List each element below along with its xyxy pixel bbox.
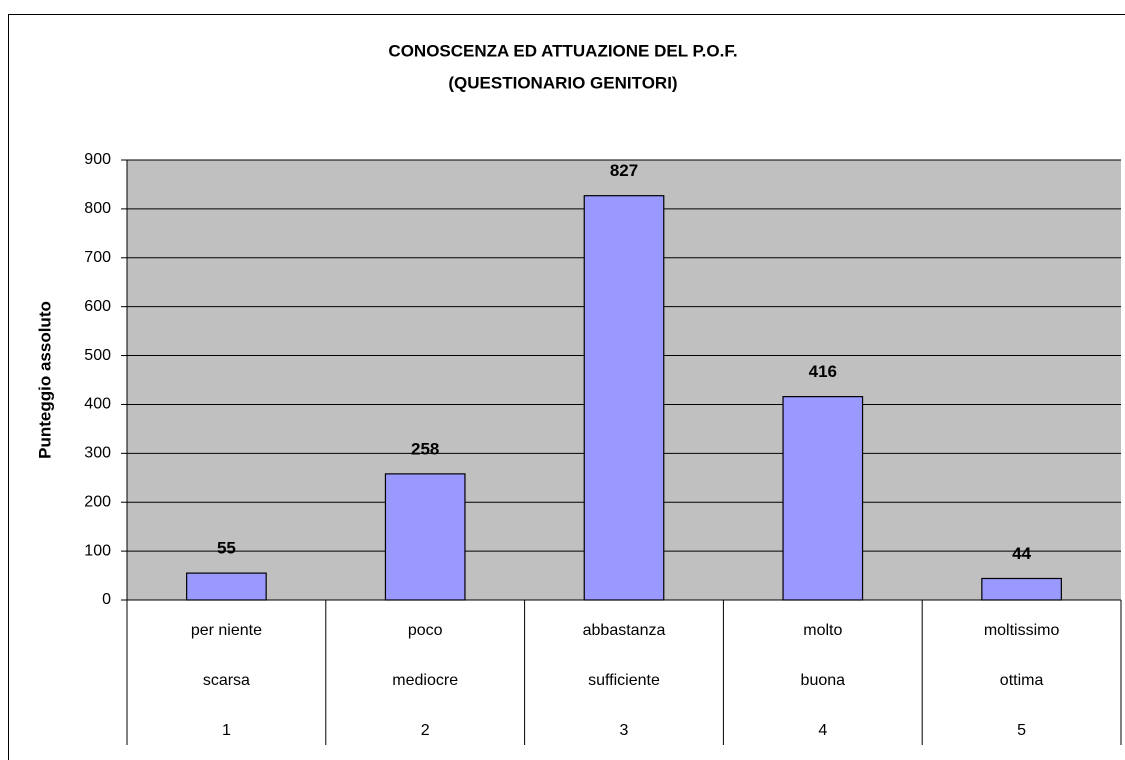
y-tick-label: 500 xyxy=(84,347,111,364)
bar xyxy=(384,473,466,601)
data-label: 55 xyxy=(217,539,236,558)
data-label: 416 xyxy=(809,362,837,381)
y-tick-label: 0 xyxy=(102,591,111,608)
x-tick-label: buona xyxy=(801,672,846,689)
x-tick-label: molto xyxy=(803,622,842,639)
y-tick-label: 400 xyxy=(84,396,111,413)
data-label: 827 xyxy=(610,161,638,180)
data-label: 258 xyxy=(411,439,439,458)
x-tick-label: mediocre xyxy=(392,672,458,689)
x-tick-label: 5 xyxy=(1017,722,1026,739)
y-tick-label: 600 xyxy=(84,298,111,315)
x-tick-label: sufficiente xyxy=(588,672,660,689)
y-tick-label: 100 xyxy=(84,542,111,559)
y-tick-label: 200 xyxy=(84,493,111,510)
chart-subtitle: (QUESTIONARIO GENITORI) xyxy=(448,73,677,92)
bar xyxy=(981,577,1062,601)
x-tick-label: abbastanza xyxy=(583,622,666,639)
x-tick-label: per niente xyxy=(191,622,262,639)
x-tick-label: 4 xyxy=(818,722,827,739)
y-tick-label: 900 xyxy=(84,151,111,168)
x-tick-label: 3 xyxy=(620,722,629,739)
bar xyxy=(782,396,864,601)
chart-title: CONOSCENZA ED ATTUAZIONE DEL P.O.F. xyxy=(388,41,737,60)
x-tick-label: 1 xyxy=(222,722,231,739)
bar xyxy=(583,195,665,601)
y-axis-label: Punteggio assoluto xyxy=(35,301,54,459)
x-tick-label: ottima xyxy=(1000,672,1044,689)
y-tick-label: 800 xyxy=(84,200,111,217)
bar xyxy=(186,572,267,601)
x-tick-label: poco xyxy=(408,622,443,639)
x-tick-label: moltissimo xyxy=(984,622,1060,639)
x-tick-label: scarsa xyxy=(203,672,250,689)
y-tick-label: 700 xyxy=(84,249,111,266)
data-label: 44 xyxy=(1012,544,1031,563)
y-tick-label: 300 xyxy=(84,445,111,462)
x-tick-label: 2 xyxy=(421,722,430,739)
